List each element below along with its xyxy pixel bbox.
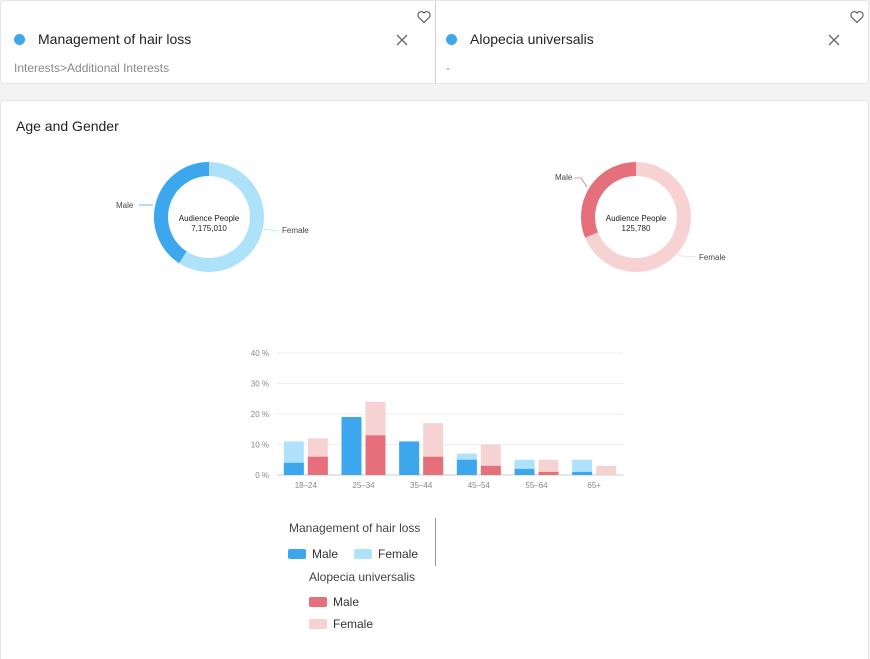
donut-female-leader	[667, 248, 698, 258]
donut-center-title: Audience People	[606, 214, 667, 223]
legend-group-title: Alopecia universalis	[309, 570, 416, 584]
x-tick-label: 25–34	[352, 481, 375, 490]
audience-selection-card: Management of hair loss Interests>Additi…	[0, 0, 869, 84]
donut-male-arc	[154, 162, 210, 264]
legend-label: Female	[333, 617, 374, 631]
y-tick-label: 20 %	[251, 410, 269, 419]
bar-male	[538, 471, 559, 475]
audience-color-dot	[446, 34, 457, 45]
legend-label: Female	[378, 547, 419, 561]
age-gender-card: Age and Gender Audience People 7,175,010…	[0, 100, 869, 659]
heart-icon[interactable]	[850, 10, 864, 24]
legend-label: Male	[333, 595, 360, 609]
bar-male	[572, 471, 593, 475]
close-icon[interactable]	[395, 33, 409, 47]
bar-female	[538, 459, 559, 475]
legend-group-title: Management of hair loss	[289, 521, 421, 535]
x-tick-label: 55–64	[525, 481, 548, 490]
x-tick-label: 35–44	[410, 481, 433, 490]
audience-name: Management of hair loss	[38, 31, 192, 47]
legend-item-male[interactable]: Male	[288, 547, 338, 561]
donut-center-title: Audience People	[179, 214, 240, 223]
legend-swatch-female	[309, 619, 327, 629]
bar-male	[283, 462, 304, 475]
heart-icon[interactable]	[417, 10, 431, 24]
bar-female	[572, 459, 593, 475]
y-tick-label: 10 %	[251, 441, 269, 450]
age-gender-bar-chart: 0 % 10 % 20 % 30 % 40 % 18–24 25–34 35–44 45–54 5…	[251, 349, 623, 490]
x-tick-label: 45–54	[468, 481, 491, 490]
donut-male-arc	[581, 162, 637, 238]
bar-male	[341, 417, 362, 475]
y-tick-label: 40 %	[251, 349, 269, 358]
x-tick-label: 65+	[587, 481, 601, 490]
donut-male-label: Male	[555, 173, 573, 182]
donut-male-leader	[574, 177, 588, 188]
y-tick-label: 0 %	[255, 471, 269, 480]
legend-swatch-male	[288, 549, 306, 559]
donut-female-leader	[260, 228, 280, 232]
bar-male	[307, 456, 328, 475]
bar-male	[480, 465, 501, 475]
donut-female-label: Female	[699, 253, 726, 262]
audience-divider	[435, 1, 436, 83]
donut-chart-audience-1: Audience People 7,175,010 Male Female	[116, 162, 309, 272]
donut-chart-audience-2: Audience People 125,780 Male Female	[555, 162, 726, 272]
audience-path: Interests>Additional Interests	[14, 61, 170, 75]
bar-male	[423, 456, 444, 475]
legend-item-female[interactable]: Female	[309, 617, 373, 631]
donut-male-label: Male	[116, 201, 134, 210]
close-icon[interactable]	[827, 33, 841, 47]
audience-color-dot	[14, 34, 25, 45]
bar-male	[365, 435, 386, 475]
legend-swatch-female	[354, 549, 372, 559]
donut-female-label: Female	[282, 226, 309, 235]
legend-item-female[interactable]: Female	[354, 547, 418, 561]
bar-male	[514, 468, 535, 475]
bar-male	[456, 459, 477, 475]
donut-center-value: 7,175,010	[191, 224, 227, 233]
audience-path: -	[446, 61, 450, 75]
bar-male	[399, 441, 420, 475]
section-title: Age and Gender	[16, 118, 119, 134]
donut-center-value: 125,780	[622, 224, 651, 233]
legend-divider	[435, 518, 436, 566]
chart-legend: Management of hair loss Male Female Alop…	[283, 518, 443, 638]
x-tick-label: 18–24	[295, 481, 318, 490]
legend-label: Male	[312, 547, 339, 561]
audience-name: Alopecia universalis	[470, 31, 594, 47]
bar-female	[596, 465, 617, 475]
legend-swatch-male	[309, 597, 327, 607]
legend-item-male[interactable]: Male	[309, 595, 359, 609]
y-tick-label: 30 %	[251, 380, 269, 389]
